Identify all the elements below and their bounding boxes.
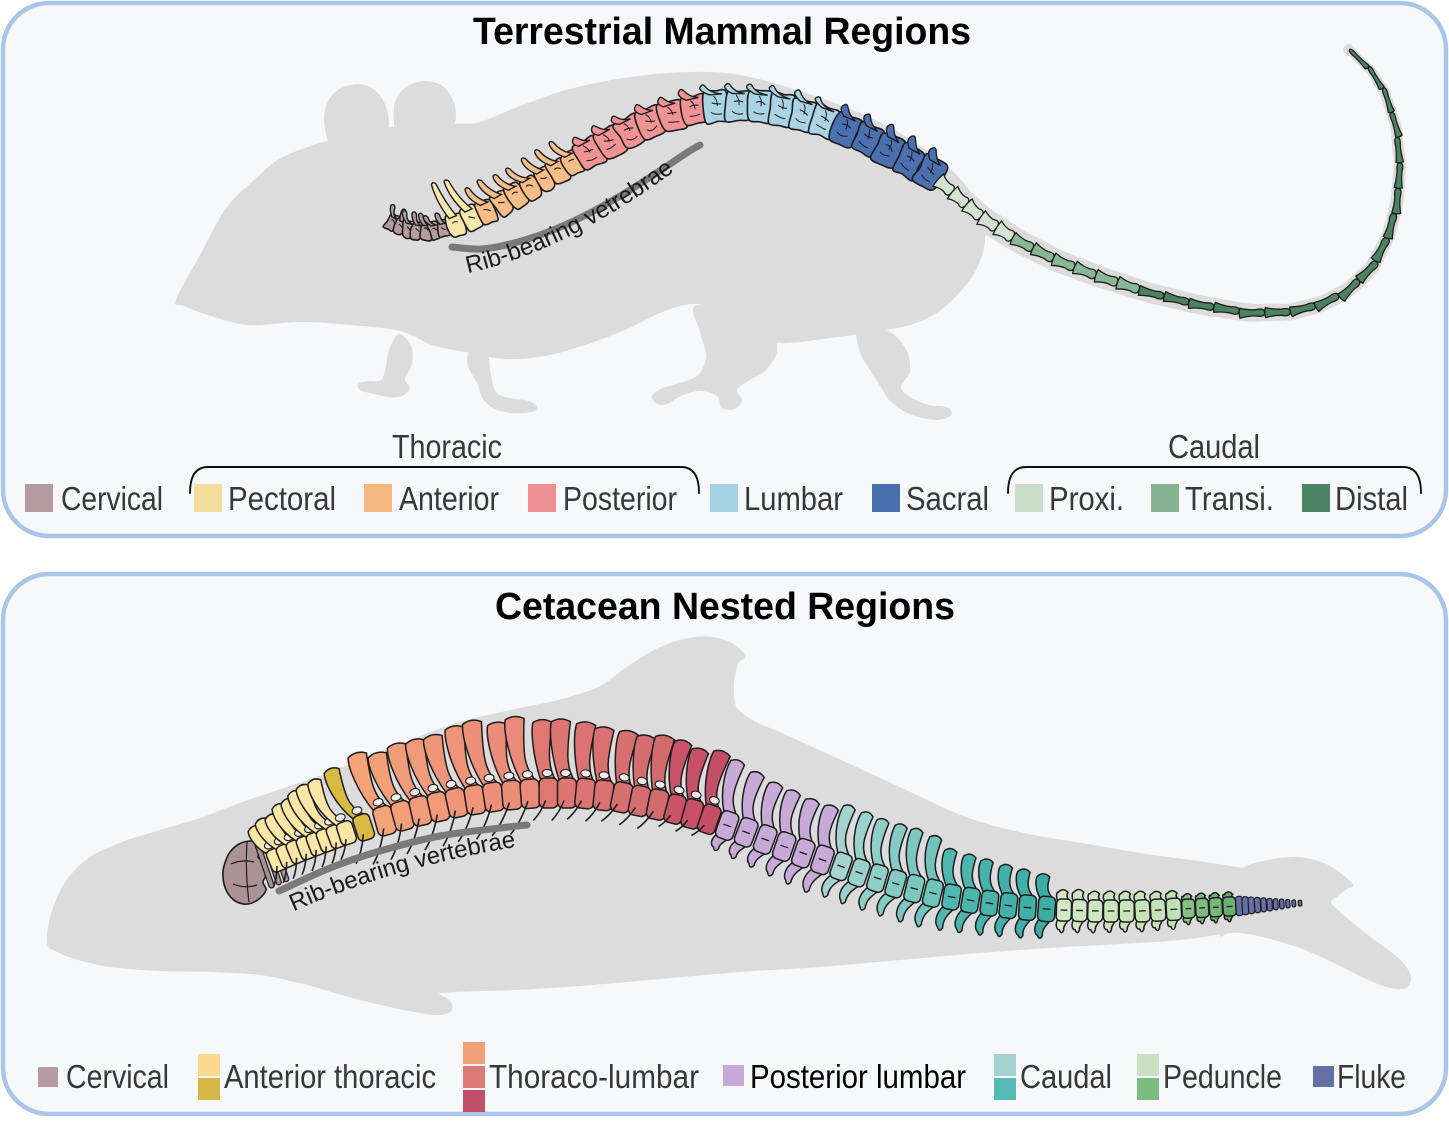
svg-text:Posterior: Posterior: [563, 480, 677, 517]
svg-text:Pectoral: Pectoral: [228, 480, 336, 517]
svg-text:Transi.: Transi.: [1185, 480, 1274, 517]
svg-text:Proxi.: Proxi.: [1049, 480, 1124, 517]
svg-text:Peduncle: Peduncle: [1163, 1058, 1282, 1095]
svg-text:Terrestrial Mammal Regions: Terrestrial Mammal Regions: [473, 11, 971, 53]
svg-text:Distal: Distal: [1335, 480, 1408, 517]
svg-text:Cervical: Cervical: [66, 1058, 169, 1095]
svg-text:Caudal: Caudal: [1168, 428, 1260, 465]
svg-text:Thoraco-lumbar: Thoraco-lumbar: [489, 1058, 699, 1095]
svg-text:Cervical: Cervical: [61, 480, 163, 517]
svg-text:Fluke: Fluke: [1337, 1058, 1406, 1095]
svg-text:Anterior: Anterior: [399, 480, 499, 517]
svg-text:Cetacean Nested Regions: Cetacean Nested Regions: [495, 586, 955, 628]
svg-text:Posterior lumbar: Posterior lumbar: [750, 1058, 966, 1095]
svg-text:Lumbar: Lumbar: [744, 480, 843, 517]
svg-text:Caudal: Caudal: [1020, 1058, 1112, 1095]
svg-text:Sacral: Sacral: [906, 480, 989, 517]
svg-text:Anterior thoracic: Anterior thoracic: [224, 1058, 436, 1095]
svg-text:Thoracic: Thoracic: [392, 428, 502, 465]
